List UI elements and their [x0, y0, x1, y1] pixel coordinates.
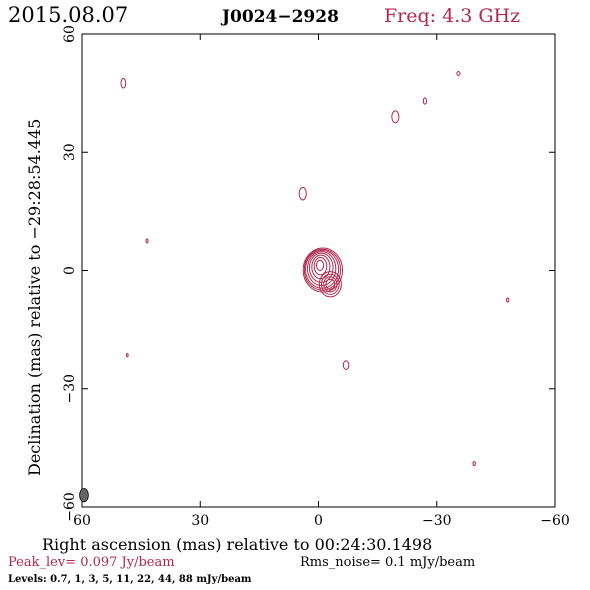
core-contour	[302, 247, 344, 293]
axis-ticks	[81, 33, 556, 508]
contour-island	[298, 186, 307, 201]
y-tick-labels: 60 30 0 −30 −60	[62, 25, 78, 522]
x-tick-label: −60	[540, 513, 570, 529]
jet-contour	[318, 271, 342, 298]
jet-contour	[320, 273, 340, 295]
observation-date: 2015.08.07	[8, 3, 128, 27]
contour-island	[126, 353, 129, 358]
core-contour	[316, 259, 325, 271]
restoring-beam	[79, 488, 89, 503]
contour-island	[391, 110, 400, 124]
y-tick-label: −60	[62, 492, 78, 522]
x-axis-label: Right ascension (mas) relative to 00:24:…	[42, 535, 432, 554]
contour-lines	[79, 70, 510, 503]
y-tick-label: −30	[62, 374, 78, 404]
core-contour	[303, 248, 342, 291]
y-axis-label: Declination (mas) relative to −29:28:54.…	[25, 119, 44, 476]
jet-contour	[325, 278, 336, 290]
peak-level: Peak_lev= 0.097 Jy/beam	[8, 555, 175, 570]
y-tick-label: 0	[62, 266, 78, 275]
contour-island	[506, 297, 510, 303]
x-tick-label: 60	[73, 513, 91, 529]
x-tick-label: 30	[191, 513, 209, 529]
contour-island	[472, 461, 476, 467]
jet-contour	[323, 276, 338, 293]
contour-island	[456, 70, 461, 76]
contour-island	[342, 360, 350, 370]
contour-island	[145, 238, 149, 244]
x-tick-labels: 60 30 0 −30 −60	[73, 513, 570, 529]
source-name: J0024−2928	[220, 7, 339, 27]
contour-island	[422, 97, 428, 105]
y-tick-label: 30	[62, 143, 78, 161]
contour-levels: Levels: 0.7, 1, 3, 5, 11, 22, 44, 88 mJy…	[8, 574, 252, 585]
frequency-label: Freq: 4.3 GHz	[384, 5, 520, 27]
x-tick-label: 0	[314, 513, 323, 529]
y-tick-label: 60	[62, 25, 78, 43]
x-tick-label: −30	[422, 513, 452, 529]
rms-noise: Rms_noise= 0.1 mJy/beam	[300, 555, 475, 570]
core-contour	[313, 256, 328, 276]
contour-island	[120, 78, 127, 89]
